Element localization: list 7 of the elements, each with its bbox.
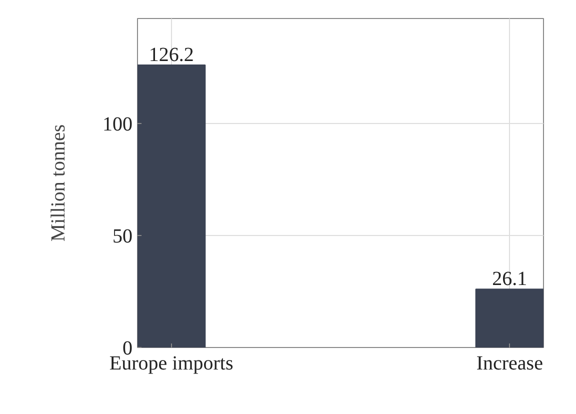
data-label: 126.2 <box>148 44 194 66</box>
x-tick-label: Increase <box>476 352 544 374</box>
y-tick-label: 0 <box>122 338 132 360</box>
y-tick-label: 100 <box>102 114 132 136</box>
y-tick-label: 50 <box>112 226 132 248</box>
data-label: 26.1 <box>492 268 528 290</box>
y-axis-title: Million tonnes <box>48 124 70 242</box>
